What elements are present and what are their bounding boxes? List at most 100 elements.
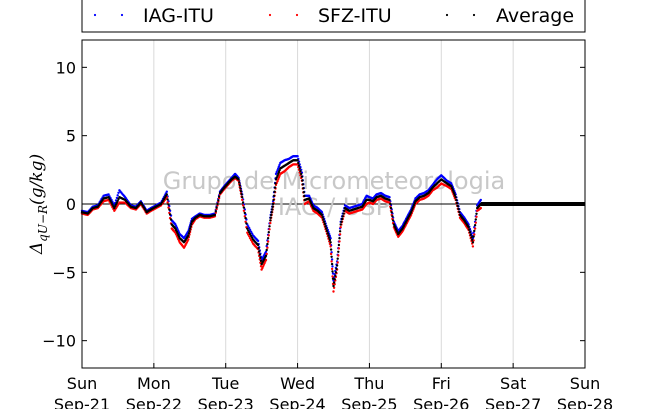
- point-iag-itu: [249, 230, 253, 233]
- point-average: [453, 194, 457, 197]
- point-average: [323, 222, 327, 226]
- point-average: [320, 213, 324, 217]
- point-sfz-itu: [277, 176, 281, 179]
- point-average: [245, 222, 248, 225]
- point-average: [271, 205, 274, 208]
- point-sfz-itu: [247, 233, 250, 236]
- point-average: [110, 201, 113, 204]
- point-average: [248, 231, 251, 234]
- plot-area: Grupo de Micrometeorologia IAG / USP 105…: [42, 39, 613, 409]
- point-sfz-itu: [337, 247, 341, 250]
- point-sfz-itu: [337, 254, 340, 257]
- point-average: [389, 202, 392, 206]
- point-average: [338, 230, 342, 233]
- x-tick-label-day: Thu: [353, 374, 384, 393]
- point-average: [167, 203, 170, 206]
- point-average: [247, 229, 250, 232]
- point-average: [325, 229, 329, 233]
- legend-marker-average-1: [445, 13, 449, 17]
- point-sfz-itu: [265, 252, 268, 256]
- point-average: [277, 170, 281, 174]
- point-average: [326, 232, 329, 235]
- point-iag-itu: [250, 232, 254, 235]
- point-iag-itu: [165, 190, 168, 193]
- point-average: [457, 207, 460, 211]
- y-tick-label: −5: [52, 263, 76, 282]
- point-average: [188, 227, 192, 230]
- point-average: [413, 201, 416, 205]
- y-axis-label: ΔqU−R(g/kg): [27, 154, 50, 255]
- point-average: [336, 257, 339, 260]
- point-average: [334, 271, 338, 274]
- point-average: [188, 229, 191, 233]
- point-average: [297, 164, 301, 167]
- point-average: [249, 234, 253, 238]
- point-average: [238, 184, 241, 187]
- point-iag-itu: [248, 226, 251, 230]
- point-average: [241, 201, 245, 204]
- point-sfz-itu: [241, 204, 245, 207]
- point-average: [300, 172, 303, 176]
- point-sfz-itu: [332, 290, 335, 293]
- point-average: [328, 236, 331, 239]
- point-sfz-itu: [474, 221, 477, 224]
- point-average: [240, 193, 243, 196]
- point-average: [241, 196, 244, 199]
- point-iag-itu: [450, 182, 453, 185]
- point-average: [278, 169, 281, 172]
- point-average: [474, 218, 477, 221]
- point-sfz-itu: [166, 201, 169, 204]
- point-average: [266, 242, 269, 246]
- point-iag-itu: [278, 163, 281, 166]
- point-average: [169, 218, 173, 221]
- point-average: [271, 202, 275, 206]
- point-average: [259, 256, 262, 259]
- legend-entry-iag-itu: IAG-ITU: [93, 5, 214, 27]
- point-sfz-itu: [473, 227, 477, 230]
- point-average: [470, 236, 473, 239]
- point-average: [454, 196, 457, 199]
- point-average: [302, 191, 305, 194]
- point-average: [471, 241, 475, 244]
- point-iag-itu: [276, 169, 279, 172]
- point-average: [467, 226, 470, 229]
- point-iag-itu: [275, 170, 278, 174]
- point-sfz-itu: [243, 215, 246, 218]
- point-average: [335, 267, 338, 271]
- legend-label-sfz-itu: SFZ-ITU: [318, 5, 392, 27]
- point-sfz-itu: [167, 206, 170, 209]
- point-sfz-itu: [242, 209, 246, 212]
- point-average: [238, 181, 241, 184]
- point-average: [337, 250, 340, 253]
- point-average: [471, 238, 474, 241]
- point-average: [327, 234, 330, 237]
- point-iag-itu: [331, 265, 334, 268]
- point-sfz-itu: [248, 235, 251, 238]
- x-tick-label-date: Sep-26: [413, 395, 469, 409]
- point-average: [272, 198, 275, 202]
- point-average: [248, 232, 252, 236]
- point-average: [323, 220, 326, 223]
- point-iag-itu: [479, 198, 482, 202]
- legend-entry-sfz-itu: SFZ-ITU: [268, 5, 392, 27]
- point-average: [303, 194, 306, 198]
- point-average: [117, 197, 120, 201]
- point-sfz-itu: [266, 240, 270, 243]
- point-average: [276, 174, 279, 177]
- point-average: [239, 190, 243, 193]
- point-average: [321, 216, 324, 219]
- point-sfz-itu: [248, 237, 252, 240]
- point-average: [190, 222, 193, 226]
- point-average: [301, 179, 304, 182]
- y-axis-label-tail: (g/kg): [27, 154, 47, 205]
- point-average: [475, 212, 478, 215]
- legend-label-iag-itu: IAG-ITU: [143, 5, 214, 27]
- point-average: [329, 241, 332, 244]
- point-average: [187, 234, 190, 237]
- point-average: [409, 211, 413, 214]
- x-tick-label-day: Sun: [67, 374, 97, 393]
- x-tick-label-date: Sep-27: [485, 395, 541, 409]
- point-average: [469, 233, 472, 236]
- point-iag-itu: [277, 165, 281, 168]
- point-average: [472, 235, 475, 238]
